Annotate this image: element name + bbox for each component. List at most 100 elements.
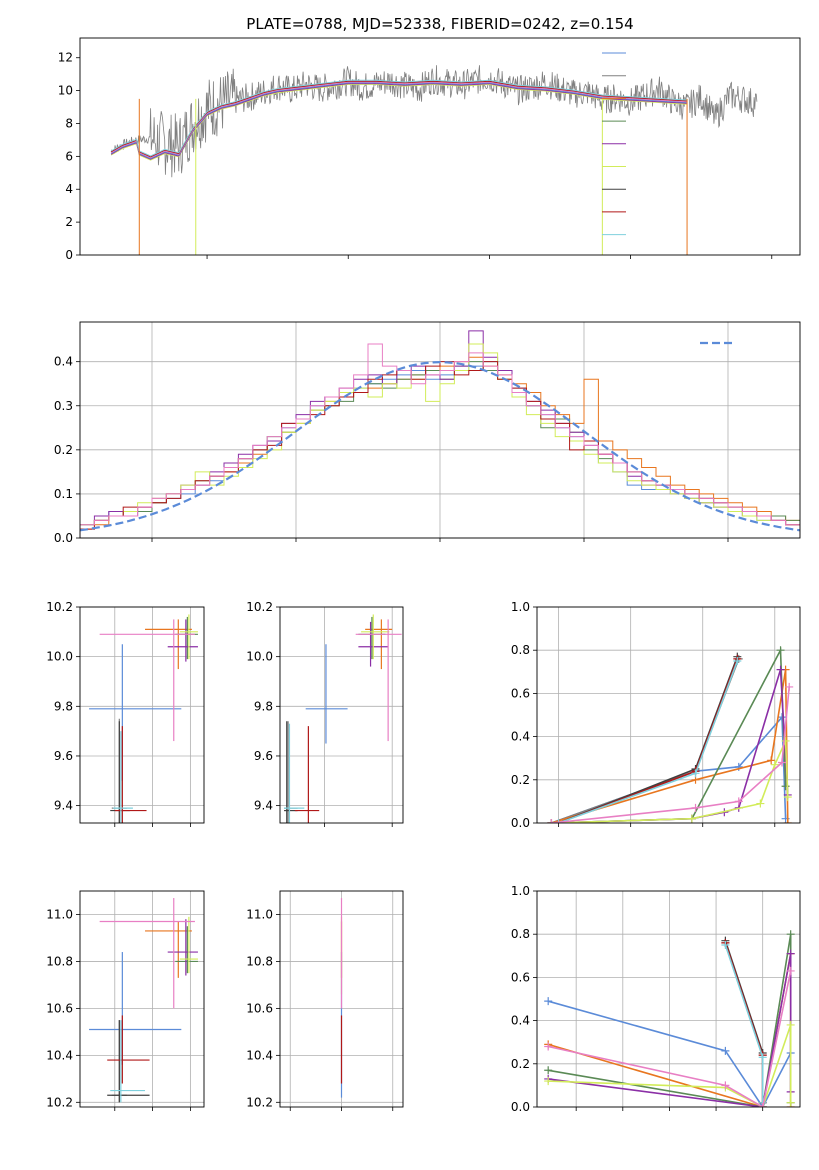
plot-area [284,614,402,823]
y-tick-label: 0.4 [511,1014,530,1028]
y-tick-label: 10.8 [246,954,273,968]
y-tick-label: 0.3 [54,399,73,413]
axes-ebv_mass: 10.2 10.4 10.6 10.8 11.0 [246,890,404,1111]
weight-marker [721,941,730,949]
y-tick-label: 0.0 [511,1100,530,1114]
weight-marker [776,646,785,655]
y-tick-label: 0.4 [54,355,73,369]
plot-area [547,646,794,823]
y-tick-label: 0.0 [54,531,73,545]
model-spectrum-line [110,83,688,161]
model-spectrum-line [110,81,688,159]
weight-marker [776,665,785,674]
y-tick-label: 10.8 [46,954,73,968]
weight-marker [721,1081,730,1090]
y-tick-label: 10 [58,84,73,98]
weight-marker [786,949,795,958]
chart-panels: 0 2 4 6 8 10 12 0.0 0.1 0.2 0.3 0.4 9.4 9.6 9.8 10.0 10.… [46,37,801,1114]
weight-marker [786,930,795,939]
y-tick-label: 9.8 [54,699,73,713]
y-tick-label: 10.6 [46,1001,73,1015]
weight-marker [544,997,553,1006]
y-tick-label: 10.4 [46,1048,73,1062]
axes-frame [279,606,404,824]
weight-marker [777,758,786,767]
weight-marker [687,814,696,823]
y-tick-label: 0 [65,248,73,262]
model-spectrum-line [110,83,688,160]
axes-residuals: 0.0 0.1 0.2 0.3 0.4 [54,321,801,545]
axes-spectrum: 0 2 4 6 8 10 12 [58,37,801,262]
y-tick-label: 10.2 [46,1095,73,1109]
axes-z_mass: 10.2 10.4 10.6 10.8 11.0 [46,890,205,1111]
y-tick-label: 9.4 [54,799,73,813]
y-tick-label: 2 [65,215,73,229]
y-tick-label: 9.8 [254,699,273,713]
weight-marker [783,819,792,823]
weight-marker [786,1020,795,1029]
y-tick-label: 10.4 [246,1048,273,1062]
weight-marker [554,819,563,823]
weight-marker [770,760,779,769]
plot-area [544,930,795,1107]
y-tick-label: 0.6 [511,970,530,984]
y-tick-label: 11.0 [46,907,73,921]
weight-marker [721,1046,730,1055]
y-tick-label: 6 [65,149,73,163]
weight-marker [758,1053,767,1062]
plot-area [80,330,800,538]
plot-area [110,65,758,255]
gaussian-curve [80,360,800,532]
weight-line [548,1024,792,1107]
weight-marker [758,1103,767,1107]
weight-marker [734,797,743,806]
histogram-step [80,343,800,538]
y-tick-label: 0.0 [511,816,530,830]
y-tick-label: 1.0 [511,600,530,614]
weight-marker [691,803,700,812]
axes-z_age: 9.4 9.6 9.8 10.0 10.2 [46,600,205,827]
weight-line [547,1000,792,1107]
figure-title: PLATE=0788, MJD=52338, FIBERID=0242, z=0… [246,15,633,33]
y-tick-label: 10.2 [46,600,73,614]
y-tick-label: 9.6 [54,749,73,763]
y-tick-label: 1.0 [511,884,530,898]
weight-marker [786,966,795,975]
y-tick-label: 4 [65,182,73,196]
weight-marker [733,657,742,665]
weight-marker [756,799,765,808]
y-tick-label: 12 [58,51,73,65]
weight-marker [544,1042,553,1051]
weight-marker [547,819,556,823]
weight-marker [544,1066,553,1075]
axes-frame [279,890,404,1108]
y-tick-label: 0.8 [511,643,530,657]
weight-marker [781,736,790,745]
y-tick-label: 0.6 [511,686,530,700]
weight-line [551,740,789,823]
weight-marker [783,793,792,802]
weight-marker [544,1077,553,1086]
weight-line [548,970,792,1107]
y-tick-label: 0.1 [54,487,73,501]
weight-marker [777,713,786,722]
weight-marker [691,769,700,778]
y-tick-label: 10.2 [246,600,273,614]
y-tick-label: 0.2 [54,443,73,457]
model-spectrum-line [110,80,688,158]
model-spectrum-line [110,79,688,157]
y-tick-label: 9.6 [254,749,273,763]
weight-marker [781,782,790,791]
axes-frame [79,321,801,539]
y-tick-label: 10.0 [246,650,273,664]
axes-z_weight: 0.0 0.2 0.4 0.6 0.8 1.0 [511,884,801,1114]
axes-frame [536,890,801,1108]
y-tick-label: 11.0 [246,907,273,921]
axes-age_weight: 0.0 0.2 0.4 0.6 0.8 1.0 [511,600,801,830]
axes-mass_age: 9.4 9.6 9.8 10.0 10.2 [246,600,404,827]
y-tick-label: 10.0 [46,650,73,664]
y-tick-label: 9.4 [254,799,273,813]
y-tick-label: 10.2 [246,1095,273,1109]
y-tick-label: 0.4 [511,730,530,744]
